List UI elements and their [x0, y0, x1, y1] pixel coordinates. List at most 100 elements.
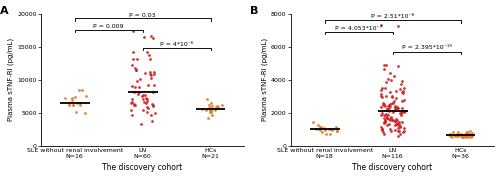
- Point: [132, 69, 140, 72]
- Point: [128, 85, 136, 88]
- Point: [386, 107, 394, 109]
- Point: [142, 101, 150, 104]
- Point: [380, 132, 388, 135]
- Point: [129, 29, 137, 32]
- Point: [378, 128, 386, 131]
- Point: [128, 114, 136, 117]
- Point: [385, 118, 393, 121]
- Point: [380, 120, 388, 123]
- Point: [468, 135, 476, 138]
- Point: [128, 101, 136, 103]
- Point: [384, 117, 392, 120]
- Point: [207, 101, 215, 104]
- Point: [393, 107, 401, 110]
- Point: [458, 136, 466, 138]
- Point: [386, 102, 394, 105]
- Point: [206, 107, 214, 109]
- Point: [322, 133, 330, 136]
- Point: [392, 120, 400, 123]
- Point: [385, 122, 393, 125]
- Point: [446, 133, 454, 136]
- Point: [378, 87, 386, 90]
- Point: [463, 130, 471, 133]
- Point: [144, 110, 152, 113]
- Point: [392, 118, 400, 121]
- Point: [380, 87, 388, 89]
- Point: [378, 112, 386, 115]
- Point: [452, 134, 460, 136]
- Point: [65, 102, 73, 104]
- Point: [318, 130, 326, 133]
- Point: [396, 132, 404, 135]
- Point: [143, 100, 151, 103]
- Point: [377, 113, 385, 116]
- Point: [400, 110, 407, 113]
- Point: [207, 110, 215, 113]
- Point: [78, 89, 86, 92]
- Point: [131, 86, 139, 88]
- Point: [71, 96, 79, 99]
- Point: [400, 131, 407, 134]
- Point: [384, 77, 392, 80]
- Point: [129, 58, 137, 61]
- Point: [377, 88, 385, 91]
- Point: [146, 72, 154, 75]
- Point: [466, 133, 473, 136]
- Point: [392, 118, 400, 121]
- Point: [128, 64, 136, 67]
- Point: [68, 96, 76, 99]
- Point: [332, 130, 340, 133]
- Point: [384, 105, 392, 108]
- Point: [141, 93, 149, 96]
- Point: [394, 121, 402, 124]
- Point: [394, 64, 402, 67]
- Point: [377, 126, 385, 129]
- Point: [148, 104, 156, 107]
- Point: [380, 118, 388, 121]
- Point: [468, 136, 475, 139]
- Point: [326, 132, 334, 135]
- Point: [378, 127, 386, 130]
- Point: [388, 101, 396, 104]
- Point: [398, 110, 406, 113]
- Point: [328, 129, 336, 132]
- Point: [148, 103, 156, 106]
- Point: [212, 106, 220, 109]
- Point: [378, 101, 386, 104]
- Point: [206, 111, 214, 114]
- Point: [466, 134, 473, 137]
- Point: [82, 95, 90, 98]
- Point: [382, 80, 390, 83]
- Point: [388, 95, 396, 98]
- Point: [378, 96, 386, 99]
- Point: [386, 72, 394, 75]
- Point: [309, 120, 317, 123]
- Point: [381, 121, 389, 123]
- Point: [148, 120, 156, 122]
- Point: [392, 122, 400, 125]
- Point: [137, 122, 145, 125]
- Point: [392, 106, 400, 109]
- Point: [332, 129, 340, 132]
- Point: [398, 121, 406, 123]
- Point: [395, 123, 403, 126]
- Point: [382, 108, 390, 110]
- Point: [388, 95, 396, 98]
- Point: [130, 91, 138, 94]
- Point: [147, 73, 155, 76]
- Point: [207, 108, 215, 111]
- Point: [204, 117, 212, 120]
- Point: [76, 103, 84, 106]
- X-axis label: The discovery cohort: The discovery cohort: [102, 163, 182, 172]
- Point: [380, 114, 388, 117]
- Point: [150, 105, 158, 108]
- Text: P = 2.51*10⁻⁶: P = 2.51*10⁻⁶: [371, 14, 414, 19]
- Point: [203, 98, 211, 100]
- Point: [465, 133, 473, 136]
- Point: [378, 105, 386, 108]
- Point: [316, 126, 324, 129]
- Point: [208, 114, 216, 116]
- Point: [394, 107, 402, 110]
- Point: [82, 111, 90, 114]
- Point: [396, 87, 404, 90]
